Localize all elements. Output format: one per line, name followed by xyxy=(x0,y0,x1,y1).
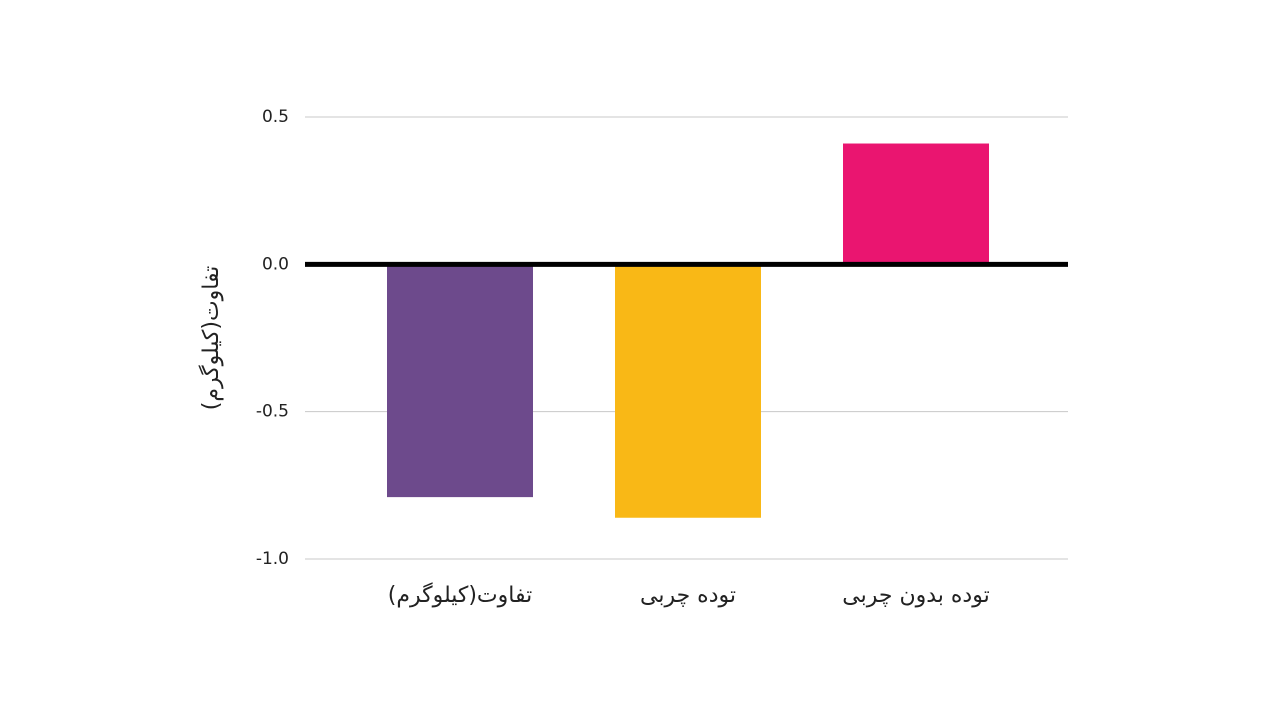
x-tick-label: توده چربی xyxy=(640,583,736,608)
y-tick-label: -1.0 xyxy=(256,549,289,569)
x-tick-label: توده بدون چربی xyxy=(842,583,989,608)
y-tick-label: -0.5 xyxy=(256,402,289,422)
bar xyxy=(615,264,761,518)
x-tick-label: تفاوت(کیلوگرم) xyxy=(388,582,532,608)
bar xyxy=(387,264,533,498)
y-axis-label: تفاوت(کیلوگرم) xyxy=(198,266,224,410)
bar xyxy=(843,143,989,265)
y-tick-label: 0.0 xyxy=(262,254,289,274)
y-tick-label: 0.5 xyxy=(262,107,289,127)
